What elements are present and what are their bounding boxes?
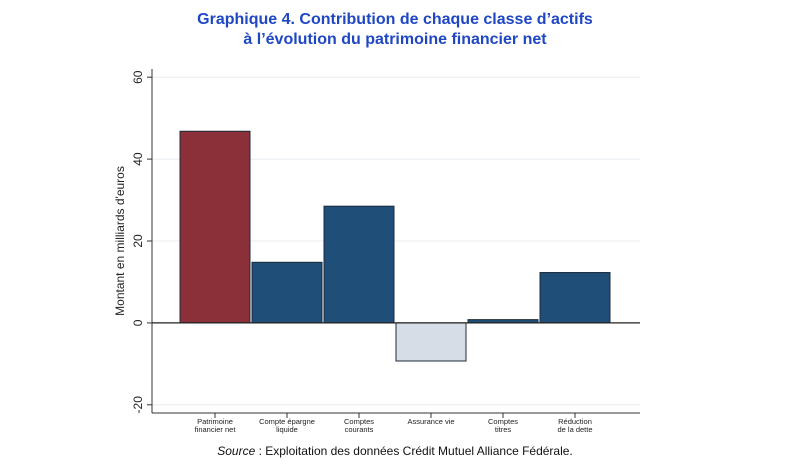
bar [323,205,395,324]
x-tick-label: Assurance vie [407,417,454,426]
chart-title-line-1: Graphique 4. Contribution de chaque clas… [197,11,593,28]
y-tick-label: -20 [131,396,145,414]
x-tick-label: Compte épargne liquide [259,417,315,434]
x-tick-label: Comptes courants [344,417,374,434]
y-tick-label: 0 [131,319,145,326]
y-tick-label: 60 [131,70,145,84]
source-note: Source : Exploitation des données Crédit… [0,444,790,458]
y-tick-label: 40 [131,152,145,166]
source-text: : Exploitation des données Crédit Mutuel… [255,444,573,458]
bar [539,272,611,324]
x-tick-label: Réduction de la dette [557,417,592,434]
x-tick-label: Patrimoine financier net [195,417,237,434]
source-label: Source [217,444,256,458]
y-tick-label: 20 [131,234,145,248]
bar [251,261,323,324]
chart-title-line-2: à l’évolution du patrimoine financier ne… [243,31,547,48]
bar [179,130,251,324]
y-axis-title: Montant en milliards d'euros [113,166,127,316]
bar [395,322,467,362]
x-tick-label: Comptes titres [488,417,518,434]
